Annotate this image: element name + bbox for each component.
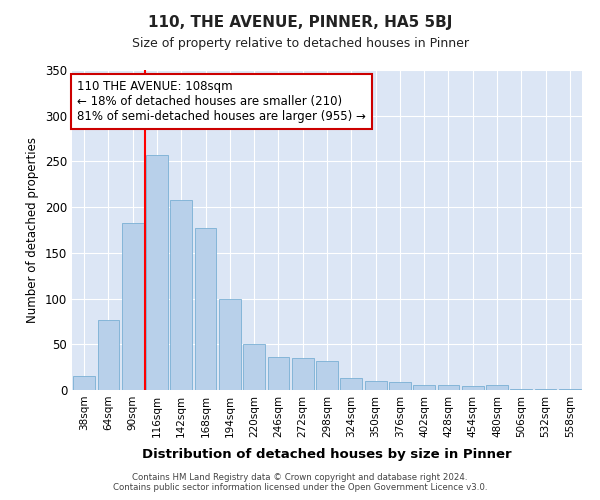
Y-axis label: Number of detached properties: Number of detached properties: [26, 137, 40, 323]
Bar: [219, 298, 241, 390]
Bar: [340, 378, 362, 390]
Text: Contains HM Land Registry data © Crown copyright and database right 2024.
Contai: Contains HM Land Registry data © Crown c…: [113, 473, 487, 492]
Bar: [389, 382, 411, 390]
Bar: [316, 360, 338, 390]
Bar: [122, 222, 143, 390]
Text: Size of property relative to detached houses in Pinner: Size of property relative to detached ho…: [131, 38, 469, 51]
Text: 110 THE AVENUE: 108sqm
← 18% of detached houses are smaller (210)
81% of semi-de: 110 THE AVENUE: 108sqm ← 18% of detached…: [77, 80, 366, 122]
Bar: [268, 357, 289, 390]
Bar: [243, 344, 265, 390]
Bar: [413, 386, 435, 390]
Bar: [194, 228, 217, 390]
Bar: [146, 155, 168, 390]
Bar: [535, 389, 556, 390]
Bar: [486, 384, 508, 390]
Bar: [170, 200, 192, 390]
Bar: [559, 389, 581, 390]
Bar: [365, 381, 386, 390]
Text: 110, THE AVENUE, PINNER, HA5 5BJ: 110, THE AVENUE, PINNER, HA5 5BJ: [148, 15, 452, 30]
Bar: [462, 386, 484, 390]
Bar: [437, 386, 460, 390]
X-axis label: Distribution of detached houses by size in Pinner: Distribution of detached houses by size …: [142, 448, 512, 461]
Bar: [292, 358, 314, 390]
Bar: [73, 376, 95, 390]
Bar: [97, 320, 119, 390]
Bar: [511, 389, 532, 390]
